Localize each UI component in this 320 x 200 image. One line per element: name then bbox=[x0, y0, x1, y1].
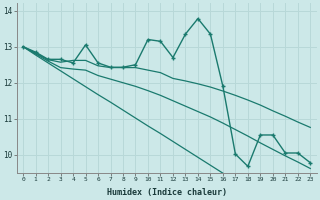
X-axis label: Humidex (Indice chaleur): Humidex (Indice chaleur) bbox=[107, 188, 227, 197]
